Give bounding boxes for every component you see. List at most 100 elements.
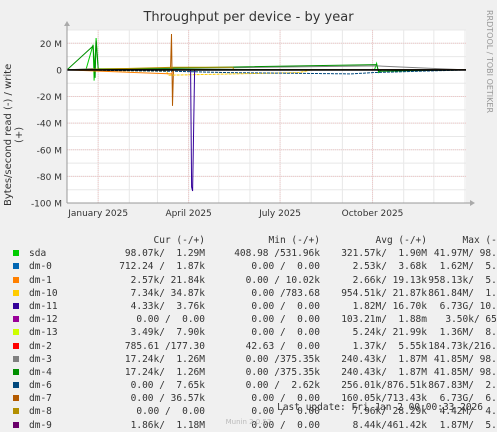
y-tick-label: -60 M bbox=[37, 146, 62, 156]
legend-swatch bbox=[13, 250, 19, 257]
legend-min: 0.00 / 0.00 bbox=[251, 419, 320, 431]
legend-device: dm-9 bbox=[29, 419, 52, 431]
legend-avg: 321.57k/ 1.90M bbox=[341, 248, 427, 260]
legend-device: dm-1 bbox=[29, 274, 52, 286]
series-line-dm-6 bbox=[66, 69, 467, 75]
legend-swatch bbox=[13, 302, 19, 309]
y-tick-label: 20 M bbox=[40, 40, 62, 50]
legend-row-dm-11: dm-11 4.33k/ 3.76k 0.00 / 0.00 1.82M/ 16… bbox=[10, 300, 497, 313]
legend-device: dm-10 bbox=[29, 287, 58, 299]
legend-min: 0.00 /375.35k bbox=[245, 353, 320, 365]
legend-max: 861.84M/ 1.82M bbox=[428, 287, 497, 299]
legend-max: 6.73G/ 6.73G bbox=[439, 393, 497, 405]
legend-max: 1.62M/ 5.17M bbox=[439, 261, 497, 273]
legend-max: 4.42M/ 4.57M bbox=[439, 406, 497, 418]
legend-device: dm-13 bbox=[29, 327, 58, 339]
legend-max: 41.97M/ 98.59M bbox=[433, 248, 497, 260]
rrdtool-credit: RRDTOOL / TOBI OETIKER bbox=[485, 10, 494, 114]
legend-device: sda bbox=[29, 248, 47, 260]
legend-cur: 4.33k/ 3.76k bbox=[130, 300, 205, 312]
legend-avg: 240.43k/ 1.87M bbox=[341, 366, 427, 378]
legend-min: 0.00 / 0.00 bbox=[251, 314, 320, 326]
legend-row-dm-10: dm-10 7.34k/ 34.87k 0.00 /783.68 954.51k… bbox=[10, 287, 497, 300]
legend-swatch bbox=[13, 382, 19, 389]
legend-min: 0.00 /783.68 bbox=[251, 287, 320, 299]
y-tick-label: -20 M bbox=[37, 93, 62, 103]
legend-cur: 0.00 / 36.57k bbox=[130, 393, 205, 405]
legend-min: 0.00 / 0.00 bbox=[251, 406, 320, 418]
legend-row-dm-2: dm-2 785.61 /177.30 42.63 / 0.00 1.37k/ … bbox=[10, 340, 497, 353]
legend-header-max: Max (-/+) bbox=[462, 235, 497, 246]
legend-row-dm-6: dm-6 0.00 / 7.65k 0.00 / 2.62k 256.01k/8… bbox=[10, 379, 497, 392]
x-axis-arrow bbox=[470, 200, 475, 206]
legend-row-dm-1: dm-1 2.57k/ 21.84k 0.00 / 10.02k 2.66k/ … bbox=[10, 274, 497, 287]
legend-avg: 2.66k/ 19.13k bbox=[352, 274, 427, 286]
legend-min: 0.00 / 0.00 bbox=[251, 261, 320, 273]
legend-swatch bbox=[13, 276, 19, 283]
legend-row-sda: sda 98.07k/ 1.29M 408.98 /531.96k 321.57… bbox=[10, 247, 497, 260]
legend-swatch bbox=[13, 395, 19, 402]
legend-row-dm-9: dm-9 1.86k/ 1.18M 0.00 / 0.00 8.44k/461.… bbox=[10, 419, 497, 432]
legend-swatch bbox=[13, 329, 19, 336]
legend-max: 958.13k/ 5.02M bbox=[428, 274, 497, 286]
legend-device: dm-11 bbox=[29, 300, 58, 312]
munin-version: Munin 2.0.57 bbox=[225, 418, 272, 426]
legend-min: 42.63 / 0.00 bbox=[245, 340, 320, 352]
legend-cur: 0.00 / 0.00 bbox=[136, 314, 205, 326]
legend-row-dm-13: dm-13 3.49k/ 7.90k 0.00 / 0.00 5.24k/ 21… bbox=[10, 326, 497, 339]
legend-min: 0.00 / 10.02k bbox=[245, 274, 320, 286]
legend-cur: 785.61 /177.30 bbox=[124, 340, 205, 352]
legend-header-avg: Avg (-/+) bbox=[375, 235, 427, 246]
legend-cur: 98.07k/ 1.29M bbox=[124, 248, 205, 260]
legend-max: 1.87M/ 5.52M bbox=[439, 419, 497, 431]
legend-avg: 160.05k/713.43k bbox=[341, 393, 427, 405]
legend-max: 1.36M/ 8.27M bbox=[439, 327, 497, 339]
legend-min: 0.00 /375.35k bbox=[245, 366, 320, 378]
legend-device: dm-12 bbox=[29, 314, 58, 326]
legend-max: 41.85M/ 98.56M bbox=[433, 353, 497, 365]
legend-cur: 7.34k/ 34.87k bbox=[130, 287, 205, 299]
legend-max: 184.73k/216.81k bbox=[428, 340, 497, 352]
legend-header-cur: Cur (-/+) bbox=[153, 235, 205, 246]
legend-avg: 240.43k/ 1.87M bbox=[341, 353, 427, 365]
legend-cur: 17.24k/ 1.26M bbox=[124, 353, 205, 365]
legend-row-dm-3: dm-3 17.24k/ 1.26M 0.00 /375.35k 240.43k… bbox=[10, 353, 497, 366]
legend-cur: 17.24k/ 1.26M bbox=[124, 366, 205, 378]
x-tick-label: April 2025 bbox=[165, 209, 211, 219]
y-tick-label: -40 M bbox=[37, 120, 62, 130]
x-tick-label: October 2025 bbox=[342, 209, 404, 219]
legend-device: dm-2 bbox=[29, 340, 52, 352]
legend-swatch bbox=[13, 368, 19, 375]
legend-cur: 2.57k/ 21.84k bbox=[130, 274, 205, 286]
legend-avg: 7.96k/ 28.29k bbox=[352, 406, 427, 418]
legend-swatch bbox=[13, 342, 19, 349]
legend-min: 0.00 / 2.62k bbox=[245, 380, 320, 392]
x-tick-label: January 2025 bbox=[67, 209, 128, 219]
legend-device: dm-3 bbox=[29, 353, 52, 365]
legend-device: dm-8 bbox=[29, 406, 52, 418]
legend-min: 0.00 / 0.00 bbox=[251, 327, 320, 339]
legend: Cur (-/+) Min (-/+) Avg (-/+) Max (-/+) … bbox=[10, 234, 497, 432]
legend-avg: 1.37k/ 5.55k bbox=[352, 340, 427, 352]
legend-min: 408.98 /531.96k bbox=[234, 248, 320, 260]
legend-min: 0.00 / 0.00 bbox=[251, 300, 320, 312]
legend-swatch bbox=[13, 408, 19, 415]
legend-cur: 0.00 / 7.65k bbox=[130, 380, 205, 392]
legend-device: dm-0 bbox=[29, 261, 52, 273]
legend-header-min: Min (-/+) bbox=[268, 235, 320, 246]
legend-device: dm-7 bbox=[29, 393, 52, 405]
legend-max: 3.50k/ 65.27 bbox=[445, 314, 497, 326]
legend-cur: 3.49k/ 7.90k bbox=[130, 327, 205, 339]
plot-area bbox=[67, 30, 466, 203]
chart-title: Throughput per device - by year bbox=[143, 10, 354, 25]
legend-avg: 1.82M/ 16.70k bbox=[352, 300, 427, 312]
legend-avg: 2.53k/ 3.68k bbox=[352, 261, 427, 273]
legend-avg: 8.44k/461.42k bbox=[352, 419, 427, 431]
legend-row-dm-0: dm-0 712.24 / 1.87k 0.00 / 0.00 2.53k/ 3… bbox=[10, 260, 497, 273]
legend-max: 6.73G/ 10.90M bbox=[439, 300, 497, 312]
y-tick-label: 0 bbox=[56, 66, 62, 76]
legend-row-dm-12: dm-12 0.00 / 0.00 0.00 / 0.00 103.21m/ 1… bbox=[10, 313, 497, 326]
legend-row-dm-8: dm-8 0.00 / 0.00 0.00 / 0.00 7.96k/ 28.2… bbox=[10, 405, 497, 418]
